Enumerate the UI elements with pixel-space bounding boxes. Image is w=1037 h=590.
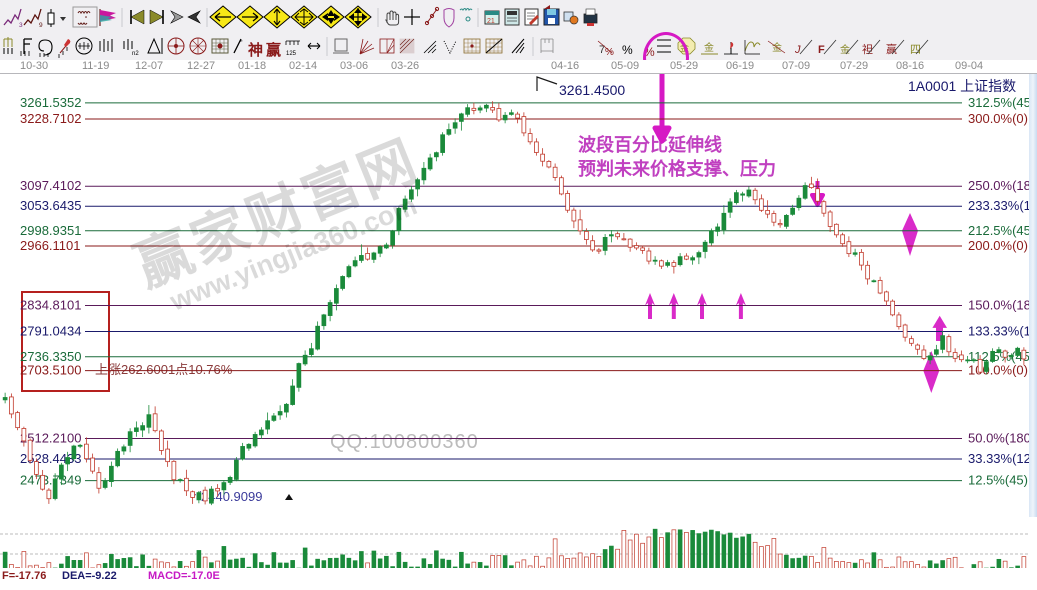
svg-text:125: 125	[286, 51, 297, 57]
svg-text:200.0%(0): 200.0%(0)	[968, 238, 1028, 253]
svg-text:%: %	[644, 45, 655, 59]
svg-text:2736.3350: 2736.3350	[20, 348, 81, 363]
svg-text:312.5%(45): 312.5%(45)	[968, 94, 1029, 109]
svg-text:233.33%(120): 233.33%(120)	[968, 198, 1029, 213]
svg-text:250.0%(180): 250.0%(180)	[968, 178, 1029, 193]
svg-text:%: %	[622, 43, 633, 57]
svg-text:21: 21	[487, 18, 495, 25]
svg-text:2791.0434: 2791.0434	[20, 323, 81, 338]
svg-text:3228.7102: 3228.7102	[20, 111, 81, 126]
svg-text:3261.5352: 3261.5352	[20, 94, 81, 109]
svg-text:赢: 赢	[266, 41, 281, 59]
svg-text:33.33%(120): 33.33%(120)	[968, 451, 1029, 466]
svg-text:300.0%(0): 300.0%(0)	[968, 111, 1028, 126]
svg-text:金: 金	[840, 43, 850, 56]
svg-text:150.0%(180): 150.0%(180)	[968, 297, 1029, 312]
svg-text:2703.5100: 2703.5100	[20, 362, 81, 377]
svg-text:2473.7349: 2473.7349	[20, 472, 81, 487]
svg-text:J: J	[794, 44, 801, 56]
svg-text:50.0%(180): 50.0%(180)	[968, 430, 1029, 445]
svg-text:3053.6435: 3053.6435	[20, 198, 81, 213]
svg-text:赢: 赢	[886, 42, 897, 56]
svg-text:100.0%(0): 100.0%(0)	[968, 362, 1028, 377]
svg-text:": "	[240, 40, 243, 47]
svg-text:金: 金	[704, 41, 714, 54]
svg-text:神: 神	[248, 41, 263, 59]
svg-text:%: %	[605, 47, 614, 58]
svg-text:9: 9	[39, 22, 43, 29]
svg-text:F: F	[818, 44, 825, 56]
svg-text:12.5%(45): 12.5%(45)	[968, 472, 1028, 487]
svg-text:金: 金	[680, 42, 689, 53]
svg-text:212.5%(45): 212.5%(45)	[968, 222, 1029, 237]
svg-text:2966.1101: 2966.1101	[20, 238, 81, 253]
svg-text:袒: 袒	[862, 42, 873, 56]
svg-text:2998.9351: 2998.9351	[20, 222, 81, 237]
svg-text:2834.8101: 2834.8101	[20, 297, 81, 312]
svg-text:3: 3	[19, 22, 23, 29]
svg-text:3097.4102: 3097.4102	[20, 178, 81, 193]
svg-text:n2: n2	[132, 51, 139, 57]
svg-text:133.33%(120): 133.33%(120)	[968, 323, 1029, 338]
